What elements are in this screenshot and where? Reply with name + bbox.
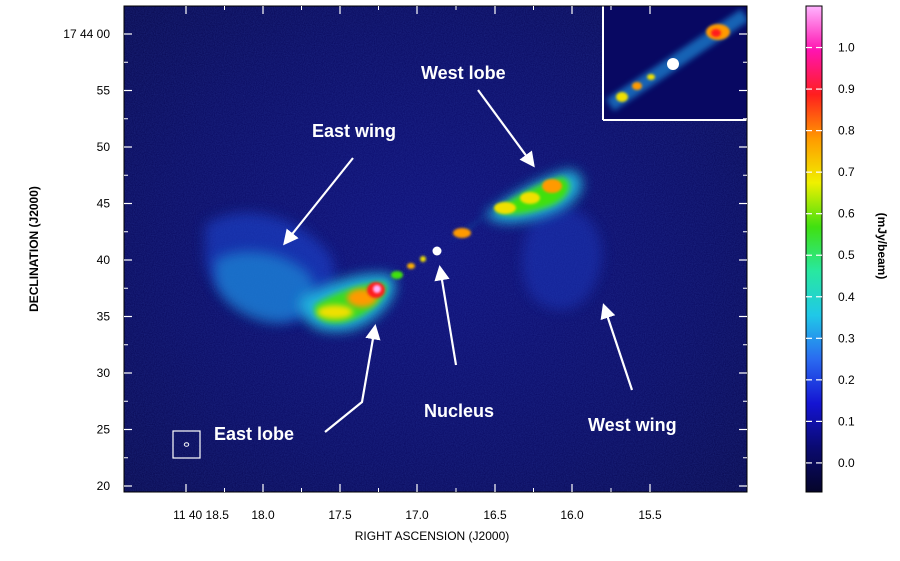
y-tick-label: 40	[97, 253, 111, 267]
map-panel: West lobe East wing Nucleus East lobe We…	[123, 5, 748, 493]
x-tick-labels: 11 40 18.5 18.0 17.5 17.0 16.5 16.0 15.5	[173, 508, 662, 522]
plot-frame	[123, 5, 748, 493]
colorbar-tick-label: 0.4	[838, 290, 855, 304]
west-jet-knot-1	[453, 228, 471, 238]
colorbar-tick-label: 0.0	[838, 456, 855, 470]
inset-knot-3	[647, 74, 655, 80]
inset-knot-2	[632, 82, 642, 90]
colorbar-tick-label: 0.7	[838, 165, 855, 179]
east-lobe-knot-1	[317, 305, 353, 319]
x-tick-label: 16.0	[560, 508, 584, 522]
inset-knot-1	[616, 92, 628, 102]
colorbar-ticks	[806, 46, 822, 464]
colorbar-tick-label: 0.1	[838, 414, 855, 428]
colorbar-tick-label: 0.8	[838, 124, 855, 138]
inset-nucleus	[667, 58, 679, 70]
y-tick-label: 25	[97, 423, 111, 437]
west-lobe-arrow	[477, 89, 535, 168]
x-tick-label: 18.0	[251, 508, 275, 522]
y-tick-label: 45	[97, 197, 111, 211]
y-tick-labels: 17 44 00 55 50 45 40 35 30 25 20	[63, 27, 110, 493]
x-tick-label: 17.5	[328, 508, 352, 522]
inset-panel	[602, 6, 747, 121]
colorbar-tick-label: 0.2	[838, 373, 855, 387]
annotation-west-wing: West wing	[588, 415, 677, 435]
annotation-nucleus: Nucleus	[424, 401, 494, 421]
west-lobe-knot-1	[494, 202, 516, 214]
x-tick-label: 15.5	[638, 508, 662, 522]
east-jet-knot-3	[420, 256, 426, 262]
x-axis-label: RIGHT ASCENSION (J2000)	[355, 529, 510, 543]
west-wing-arrow	[600, 303, 634, 391]
y-tick-label: 17 44 00	[63, 27, 110, 41]
colorbar-gradient	[806, 6, 822, 492]
colorbar-frame	[805, 5, 823, 493]
colorbar-tick-label: 0.6	[838, 207, 855, 221]
plot-ticks	[124, 6, 747, 492]
y-tick-label: 20	[97, 479, 111, 493]
beam-box	[172, 430, 201, 459]
y-tick-label: 55	[97, 84, 111, 98]
east-wing-arrow	[283, 157, 354, 246]
y-axis-label: DECLINATION (J2000)	[27, 186, 41, 312]
colorbar-tick-label: 0.3	[838, 331, 855, 345]
y-tick-label: 50	[97, 140, 111, 154]
x-tick-label: 17.0	[405, 508, 429, 522]
east-wing-core	[215, 251, 315, 324]
annotation-east-wing: East wing	[312, 121, 396, 141]
x-tick-label: 16.5	[483, 508, 507, 522]
colorbar-tick-label: 0.9	[838, 82, 855, 96]
annotation-west-lobe: West lobe	[421, 63, 506, 83]
colorbar-tick-label: 0.5	[838, 248, 855, 262]
west-lobe-knot-3	[542, 179, 562, 193]
east-lobe-peak	[373, 285, 381, 293]
east-lobe-arrow	[324, 323, 381, 433]
colorbar: 1.0 0.9 0.8 0.7 0.6 0.5 0.4 0.3 0.2 0.1 0.0 (mJy/b…	[805, 5, 889, 493]
east-jet-knot-1	[391, 271, 403, 279]
west-lobe-knot-2	[520, 192, 540, 204]
beam-indicator	[172, 430, 201, 459]
y-tick-label: 35	[97, 310, 111, 324]
inset-knot-5	[711, 29, 721, 37]
colorbar-tick-labels: 1.0 0.9 0.8 0.7 0.6 0.5 0.4 0.3 0.2 0.1 0.0	[838, 41, 855, 470]
nucleus-arrow	[434, 264, 458, 366]
annotation-labels: West lobe East wing Nucleus East lobe We…	[214, 63, 677, 444]
annotation-east-lobe: East lobe	[214, 424, 294, 444]
beam-ellipse	[183, 442, 190, 447]
nucleus-core	[432, 246, 442, 256]
colorbar-tick-label: 1.0	[838, 41, 855, 55]
y-tick-label: 30	[97, 366, 111, 380]
x-tick-label: 11 40 18.5	[173, 508, 229, 522]
west-wing-diffuse	[522, 206, 602, 310]
annotation-arrows	[283, 89, 634, 433]
emission-layer	[205, 170, 602, 332]
colorbar-label: (mJy/beam)	[875, 213, 889, 280]
east-jet-knot-2	[407, 263, 415, 269]
